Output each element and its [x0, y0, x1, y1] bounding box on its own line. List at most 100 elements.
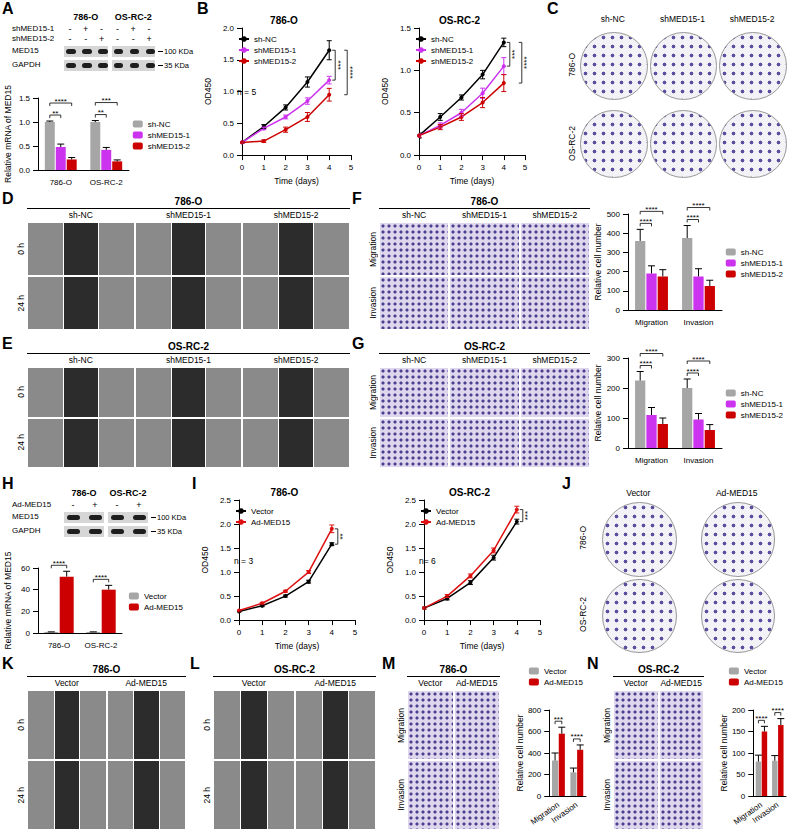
- svg-text:Invasion: Invasion: [751, 800, 781, 824]
- svg-text:0: 0: [417, 163, 422, 172]
- svg-text:***: ***: [336, 61, 345, 70]
- svg-text:sh-NC: sh-NC: [431, 35, 454, 44]
- svg-text:Vector: Vector: [144, 592, 167, 601]
- svg-text:n = 3: n = 3: [234, 556, 253, 566]
- svg-text:Invasion: Invasion: [550, 800, 580, 824]
- svg-text:2: 2: [283, 628, 288, 637]
- svg-text:1.5: 1.5: [220, 544, 232, 553]
- svg-text:Invasion: Invasion: [684, 318, 714, 327]
- svg-text:****: ****: [95, 573, 107, 582]
- svg-text:2: 2: [283, 163, 288, 172]
- svg-text:OS-RC-2: OS-RC-2: [90, 178, 123, 187]
- svg-text:Relative cell number: Relative cell number: [515, 714, 525, 791]
- svg-text:786-O: 786-O: [48, 641, 70, 650]
- svg-text:Relative mRNA of MED15: Relative mRNA of MED15: [3, 551, 13, 649]
- svg-text:0.5: 0.5: [223, 119, 235, 128]
- svg-text:2.5: 2.5: [405, 496, 417, 505]
- svg-text:0.5: 0.5: [400, 108, 412, 117]
- svg-text:100: 100: [607, 414, 621, 423]
- svg-text:OD450: OD450: [380, 78, 390, 105]
- svg-text:3: 3: [491, 628, 496, 637]
- svg-text:***: ***: [554, 715, 563, 724]
- svg-text:500: 500: [607, 210, 621, 219]
- svg-text:0.5: 0.5: [19, 142, 31, 151]
- svg-text:600: 600: [528, 727, 542, 736]
- svg-text:OS-RC-2: OS-RC-2: [439, 15, 481, 26]
- svg-text:Ad-MED15: Ad-MED15: [544, 678, 584, 687]
- svg-text:sh-NC: sh-NC: [148, 120, 171, 129]
- svg-text:Time (days): Time (days): [460, 641, 505, 651]
- svg-text:Vector: Vector: [251, 507, 274, 516]
- svg-text:800: 800: [528, 706, 542, 715]
- svg-text:0.0: 0.0: [223, 151, 235, 160]
- svg-text:***: ***: [523, 511, 532, 520]
- svg-text:OS-RC-2: OS-RC-2: [85, 641, 118, 650]
- svg-text:40: 40: [21, 585, 30, 594]
- svg-text:1.5: 1.5: [19, 94, 31, 103]
- svg-text:60: 60: [21, 564, 30, 573]
- svg-text:Migration: Migration: [635, 318, 668, 327]
- svg-text:Migration: Migration: [635, 456, 668, 465]
- svg-text:3: 3: [305, 163, 310, 172]
- svg-text:786-O: 786-O: [50, 178, 72, 187]
- svg-text:****: ****: [772, 706, 784, 715]
- svg-text:4: 4: [515, 628, 520, 637]
- svg-text:shMED15-1: shMED15-1: [254, 46, 297, 55]
- svg-text:Invasion: Invasion: [684, 456, 714, 465]
- svg-text:1.0: 1.0: [400, 66, 412, 75]
- svg-text:Vector: Vector: [744, 667, 767, 676]
- svg-text:20: 20: [21, 607, 30, 616]
- svg-text:Relative mRNA of MED15: Relative mRNA of MED15: [3, 85, 13, 183]
- svg-text:5: 5: [523, 163, 528, 172]
- svg-text:****: ****: [645, 205, 657, 214]
- svg-text:200: 200: [528, 770, 542, 779]
- svg-text:shMED15-2: shMED15-2: [741, 411, 784, 420]
- svg-text:Vector: Vector: [436, 507, 459, 516]
- svg-text:1: 1: [438, 163, 443, 172]
- svg-text:300: 300: [607, 248, 621, 257]
- svg-text:shMED15-1: shMED15-1: [741, 259, 784, 268]
- svg-text:1.5: 1.5: [400, 24, 412, 33]
- svg-text:shMED15-1: shMED15-1: [148, 131, 191, 140]
- svg-text:400: 400: [528, 749, 542, 758]
- svg-text:****: ****: [687, 213, 699, 222]
- svg-text:shMED15-2: shMED15-2: [431, 57, 474, 66]
- svg-text:200: 200: [607, 384, 621, 393]
- svg-text:****: ****: [692, 201, 704, 210]
- svg-text:1.0: 1.0: [19, 118, 31, 127]
- svg-text:2: 2: [459, 163, 464, 172]
- svg-text:1: 1: [262, 163, 267, 172]
- svg-text:2: 2: [468, 628, 473, 637]
- svg-text:shMED15-2: shMED15-2: [148, 142, 191, 151]
- svg-text:0: 0: [616, 444, 621, 453]
- svg-text:3: 3: [480, 163, 485, 172]
- svg-text:0: 0: [240, 163, 245, 172]
- svg-text:0: 0: [422, 628, 427, 637]
- svg-text:2.0: 2.0: [405, 520, 417, 529]
- svg-text:Relative cell number: Relative cell number: [593, 223, 603, 300]
- svg-text:1: 1: [260, 628, 265, 637]
- svg-text:Ad-MED15: Ad-MED15: [251, 518, 291, 527]
- svg-text:OD450: OD450: [203, 78, 213, 105]
- svg-text:2.5: 2.5: [220, 496, 232, 505]
- svg-text:OD450: OD450: [385, 546, 395, 573]
- svg-text:4: 4: [327, 163, 332, 172]
- svg-text:shMED15-1: shMED15-1: [741, 400, 784, 409]
- svg-text:4: 4: [502, 163, 507, 172]
- svg-text:shMED15-2: shMED15-2: [254, 57, 297, 66]
- svg-text:sh-NC: sh-NC: [741, 389, 764, 398]
- svg-text:**: **: [98, 108, 104, 117]
- svg-text:50: 50: [736, 770, 745, 779]
- svg-text:0.0: 0.0: [19, 166, 31, 175]
- svg-text:**: **: [52, 109, 58, 118]
- svg-text:****: ****: [692, 355, 704, 364]
- svg-text:5: 5: [349, 163, 354, 172]
- svg-text:****: ****: [645, 347, 657, 356]
- svg-text:400: 400: [607, 229, 621, 238]
- svg-text:100: 100: [732, 749, 746, 758]
- svg-text:4: 4: [330, 628, 335, 637]
- svg-text:****: ****: [640, 217, 652, 226]
- svg-text:0.5: 0.5: [405, 592, 417, 601]
- svg-text:200: 200: [607, 267, 621, 276]
- svg-text:****: ****: [522, 57, 531, 69]
